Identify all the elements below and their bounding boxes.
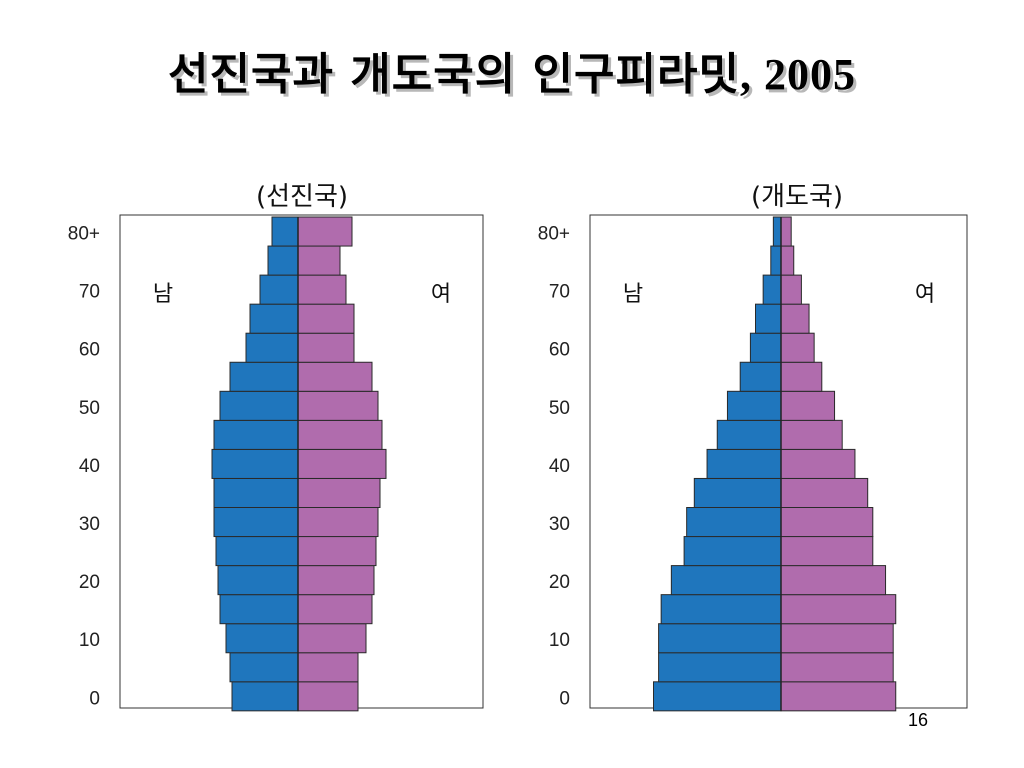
male-bar-80+: [271, 216, 299, 247]
y-tick-label: 60: [549, 340, 570, 361]
female-bar-60-64: [780, 332, 815, 363]
female-bar-35-39: [297, 477, 381, 509]
female-bar-15-19: [297, 594, 373, 625]
female-bar-20-24: [780, 565, 887, 596]
female-bar-75-79: [297, 245, 341, 276]
male-bar-30-34: [213, 507, 299, 538]
male-bar-75-79: [267, 245, 299, 276]
female-bar-65-69: [780, 303, 810, 334]
y-tick-label: 40: [549, 456, 570, 477]
female-bar-10-14: [297, 623, 367, 654]
female-bar-25-29: [780, 536, 874, 567]
female-label: 여: [915, 282, 935, 307]
male-bar-75-79: [770, 245, 782, 276]
y-tick-label: 50: [549, 398, 570, 419]
page-number: 16: [908, 710, 929, 730]
male-bar-30-34: [686, 507, 782, 538]
pyramid-title-developing: (개도국): [750, 182, 844, 212]
female-bar-70-74: [780, 274, 802, 305]
female-bar-55-59: [297, 361, 373, 392]
male-bar-20-24: [670, 565, 782, 596]
female-bar-50-54: [297, 390, 379, 421]
male-bar-40-44: [706, 448, 782, 479]
slide-title: 선진국과 개도국의 인구피라밋, 2005: [0, 38, 1024, 102]
male-bar-50-54: [726, 390, 782, 421]
y-tick-label: 10: [79, 630, 100, 651]
female-bar-15-19: [780, 594, 897, 625]
male-bar-55-59: [739, 361, 782, 392]
male-bar-35-39: [693, 477, 782, 509]
slide-title-year: , 2005: [739, 50, 856, 99]
female-bar-20-24: [297, 565, 375, 596]
male-bar-70-74: [762, 274, 782, 305]
male-bar-0-4: [653, 681, 782, 712]
male-bar-40-44: [211, 448, 299, 479]
male-bar-60-64: [749, 332, 782, 363]
female-bar-30-34: [297, 507, 379, 538]
pyramid-title-developed: (선진국): [255, 182, 349, 212]
y-tick-label: 30: [549, 514, 570, 535]
male-bar-65-69: [755, 303, 782, 334]
male-bar-15-19: [219, 594, 299, 625]
male-bar-55-59: [229, 361, 299, 392]
y-tick-label: 0: [559, 688, 570, 709]
pyramid-chart-developing: 0 10 20 30 40 50 60 70 80+ 남 여: [538, 214, 968, 712]
y-tick-label: 50: [79, 398, 100, 419]
male-bar-0-4: [231, 681, 299, 712]
male-bar-5-9: [229, 652, 299, 683]
female-bar-70-74: [297, 274, 347, 305]
male-bar-45-49: [213, 419, 299, 450]
female-bar-60-64: [297, 332, 355, 363]
male-bar-25-29: [683, 536, 782, 567]
male-bar-20-24: [217, 565, 299, 596]
female-bar-40-44: [297, 448, 387, 479]
male-bar-70-74: [259, 274, 299, 305]
y-tick-label: 70: [79, 282, 100, 303]
female-bar-55-59: [780, 361, 823, 392]
female-bar-30-34: [780, 507, 874, 538]
male-bar-10-14: [658, 623, 782, 654]
female-bar-5-9: [780, 652, 894, 683]
female-bar-0-4: [297, 681, 359, 712]
female-bar-5-9: [297, 652, 359, 683]
y-tick-label: 40: [79, 456, 100, 477]
male-bar-10-14: [225, 623, 299, 654]
female-bar-10-14: [780, 623, 894, 654]
male-bar-50-54: [219, 390, 299, 421]
female-bar-75-79: [780, 245, 795, 276]
y-tick-label: 60: [79, 340, 100, 361]
y-tick-label: 20: [549, 572, 570, 593]
female-bar-80+: [780, 216, 792, 247]
male-label: 남: [153, 282, 173, 307]
female-bar-40-44: [780, 448, 856, 479]
female-bar-45-49: [780, 419, 843, 450]
slide-title-main: 선진국과 개도국의 인구피라밋: [168, 49, 740, 100]
female-bar-35-39: [780, 477, 869, 509]
male-bar-15-19: [660, 594, 782, 625]
male-label: 남: [623, 282, 643, 307]
male-bar-5-9: [658, 652, 782, 683]
y-tick-label: 0: [89, 688, 100, 709]
y-tick-label: 70: [549, 282, 570, 303]
female-bar-50-54: [780, 390, 836, 421]
male-bar-80+: [772, 216, 782, 247]
y-tick-label: 80+: [538, 224, 570, 245]
female-bar-0-4: [780, 681, 897, 712]
female-bar-25-29: [297, 536, 377, 567]
y-tick-label: 10: [549, 630, 570, 651]
y-tick-label: 20: [79, 572, 100, 593]
male-bar-35-39: [213, 477, 299, 509]
female-bar-65-69: [297, 303, 355, 334]
male-bar-45-49: [716, 419, 782, 450]
female-label: 여: [431, 282, 451, 307]
y-tick-label: 80+: [68, 224, 100, 245]
male-bar-25-29: [215, 536, 299, 567]
pyramid-chart-developed: 0 10 20 30 40 50 60 70 80+ 남 여: [68, 214, 484, 712]
female-bar-45-49: [297, 419, 383, 450]
y-tick-label: 30: [79, 514, 100, 535]
male-bar-65-69: [249, 303, 299, 334]
male-bar-60-64: [245, 332, 299, 363]
female-bar-80+: [297, 216, 353, 247]
